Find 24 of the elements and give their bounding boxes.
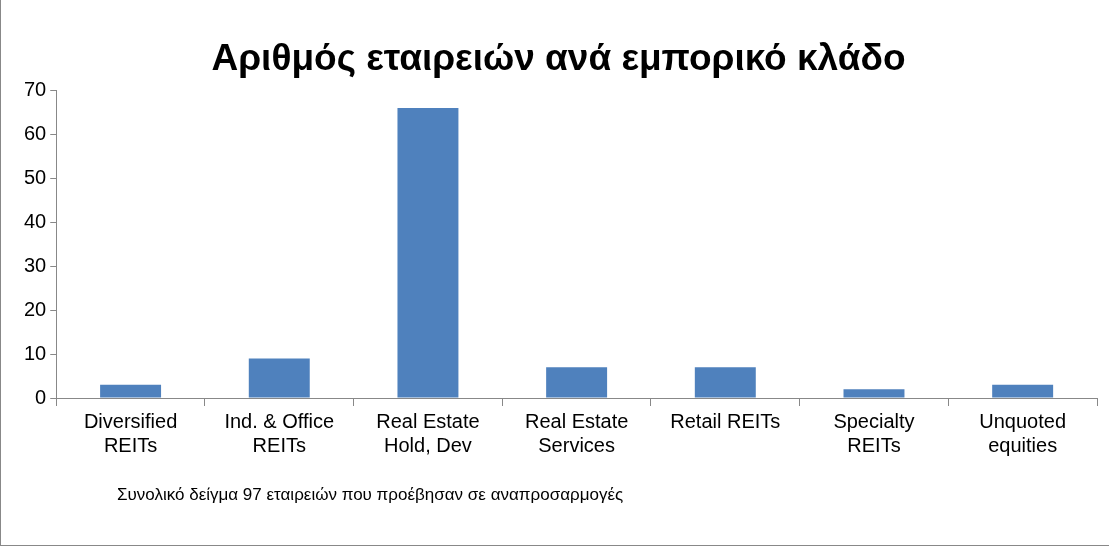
y-tick-label: 0 bbox=[35, 385, 47, 408]
bar bbox=[397, 107, 459, 398]
bar bbox=[546, 367, 608, 398]
bar bbox=[248, 358, 310, 398]
y-tick-label: 50 bbox=[24, 165, 47, 188]
x-tick-label: Specialty REITs bbox=[833, 409, 915, 456]
x-tick-label: Ind. & Office REITs bbox=[224, 409, 335, 456]
y-tick-label: 40 bbox=[24, 209, 47, 232]
x-tick-label: Unquoted equities bbox=[979, 409, 1067, 456]
bar bbox=[843, 389, 905, 398]
y-tick-label: 30 bbox=[24, 253, 47, 276]
bar bbox=[694, 367, 756, 398]
bar bbox=[992, 384, 1054, 398]
y-tick-label: 10 bbox=[24, 341, 47, 364]
chart-title: Αριθμός εταιρειών ανά εμπορικό κλάδο bbox=[211, 37, 906, 79]
x-tick-label: Real Estate Hold, Dev bbox=[376, 409, 480, 456]
x-tick-label: Real Estate Services bbox=[524, 409, 629, 456]
x-tick-label: Diversified REITs bbox=[83, 409, 178, 456]
bar bbox=[100, 384, 162, 398]
y-tick-label: 60 bbox=[24, 121, 47, 144]
text: Συνολικό δείγμα 97 εταιρειών που προέβησαν σε αναπροσαρμογές bbox=[117, 484, 624, 504]
y-tick-label: 20 bbox=[24, 297, 47, 320]
y-tick-label: 70 bbox=[24, 77, 47, 100]
x-tick-label: Retail REITs bbox=[670, 409, 781, 432]
